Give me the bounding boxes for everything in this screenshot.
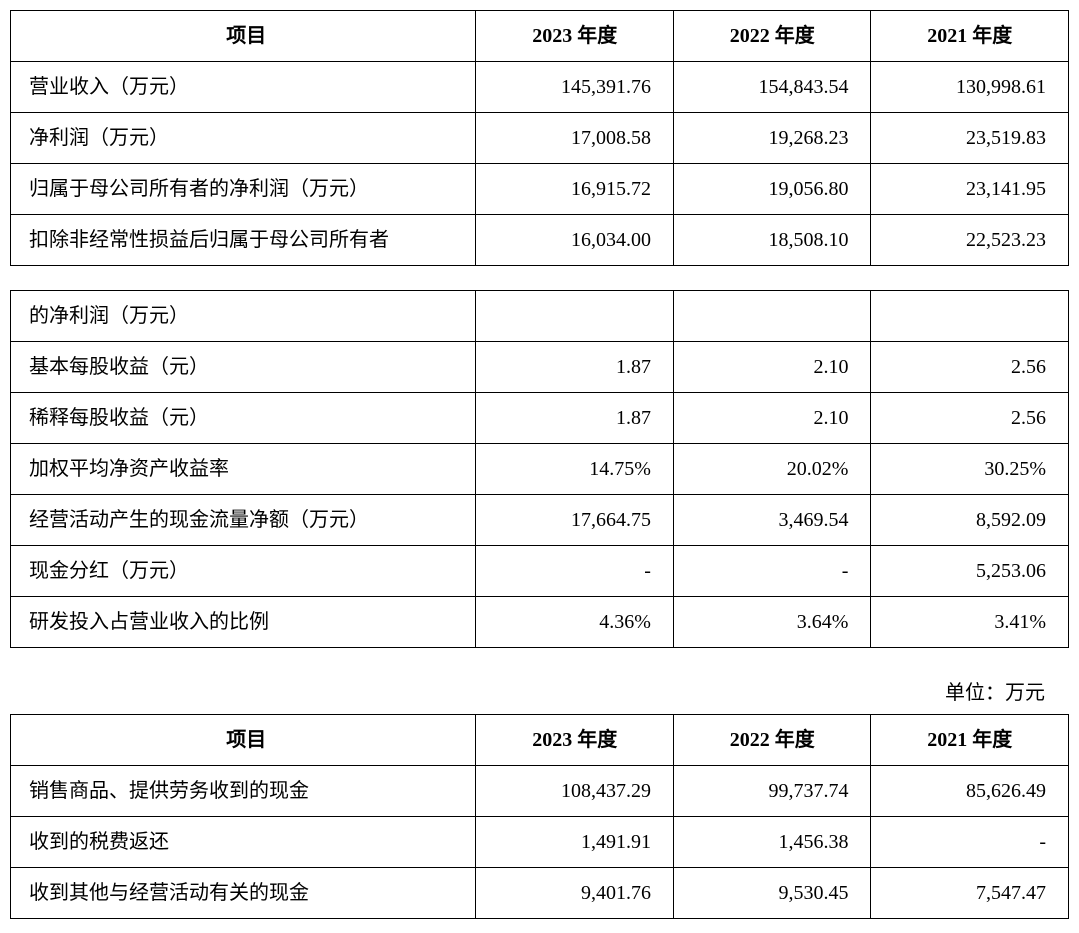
cell-value: 3.41% (871, 597, 1069, 648)
row-label: 基本每股收益（元） (11, 342, 476, 393)
row-label: 收到其他与经营活动有关的现金 (11, 868, 476, 919)
cell-value: - (673, 546, 871, 597)
financial-summary-table-1: 项目 2023 年度 2022 年度 2021 年度 营业收入（万元）145,3… (10, 10, 1069, 266)
table-row: 研发投入占营业收入的比例4.36%3.64%3.41% (11, 597, 1069, 648)
cell-value (871, 291, 1069, 342)
table-row: 加权平均净资产收益率14.75%20.02%30.25% (11, 444, 1069, 495)
cell-value: 23,141.95 (871, 164, 1069, 215)
cell-value: 19,056.80 (673, 164, 871, 215)
col-header-2021: 2021 年度 (871, 715, 1069, 766)
cell-value: 108,437.29 (476, 766, 674, 817)
col-header-2022: 2022 年度 (673, 715, 871, 766)
cell-value: 2.10 (673, 342, 871, 393)
cell-value: 154,843.54 (673, 62, 871, 113)
table-row: 基本每股收益（元）1.872.102.56 (11, 342, 1069, 393)
cell-value: 1,456.38 (673, 817, 871, 868)
row-label: 研发投入占营业收入的比例 (11, 597, 476, 648)
cell-value: 2.56 (871, 393, 1069, 444)
cell-value: 16,915.72 (476, 164, 674, 215)
col-header-label: 项目 (11, 715, 476, 766)
row-label: 归属于母公司所有者的净利润（万元） (11, 164, 476, 215)
col-header-2021: 2021 年度 (871, 11, 1069, 62)
cell-value: 20.02% (673, 444, 871, 495)
cell-value: 23,519.83 (871, 113, 1069, 164)
cell-value: 4.36% (476, 597, 674, 648)
cell-value: 1.87 (476, 342, 674, 393)
table1-body: 营业收入（万元）145,391.76154,843.54130,998.61净利… (11, 62, 1069, 266)
table-row: 现金分红（万元）--5,253.06 (11, 546, 1069, 597)
cell-value: 5,253.06 (871, 546, 1069, 597)
cell-value: 14.75% (476, 444, 674, 495)
table-row: 营业收入（万元）145,391.76154,843.54130,998.61 (11, 62, 1069, 113)
cell-value: 8,592.09 (871, 495, 1069, 546)
table2-body: 的净利润（万元）基本每股收益（元）1.872.102.56稀释每股收益（元）1.… (11, 291, 1069, 648)
table-row: 收到的税费返还1,491.911,456.38- (11, 817, 1069, 868)
row-label: 收到的税费返还 (11, 817, 476, 868)
table-header-row: 项目 2023 年度 2022 年度 2021 年度 (11, 11, 1069, 62)
cash-flow-table: 项目 2023 年度 2022 年度 2021 年度 销售商品、提供劳务收到的现… (10, 714, 1069, 919)
table-row: 归属于母公司所有者的净利润（万元）16,915.7219,056.8023,14… (11, 164, 1069, 215)
row-label: 扣除非经常性损益后归属于母公司所有者 (11, 215, 476, 266)
row-label: 营业收入（万元） (11, 62, 476, 113)
table-row: 收到其他与经营活动有关的现金9,401.769,530.457,547.47 (11, 868, 1069, 919)
cell-value: 130,998.61 (871, 62, 1069, 113)
cell-value: 22,523.23 (871, 215, 1069, 266)
financial-summary-table-2: 的净利润（万元）基本每股收益（元）1.872.102.56稀释每股收益（元）1.… (10, 290, 1069, 648)
row-label: 销售商品、提供劳务收到的现金 (11, 766, 476, 817)
cell-value: 9,401.76 (476, 868, 674, 919)
col-header-2023: 2023 年度 (476, 11, 674, 62)
cell-value (673, 291, 871, 342)
table-row: 经营活动产生的现金流量净额（万元）17,664.753,469.548,592.… (11, 495, 1069, 546)
cell-value: 30.25% (871, 444, 1069, 495)
col-header-2023: 2023 年度 (476, 715, 674, 766)
cell-value: 3.64% (673, 597, 871, 648)
row-label: 净利润（万元） (11, 113, 476, 164)
cell-value: - (476, 546, 674, 597)
cell-value: 99,737.74 (673, 766, 871, 817)
cell-value: 9,530.45 (673, 868, 871, 919)
cell-value: 1.87 (476, 393, 674, 444)
row-label: 的净利润（万元） (11, 291, 476, 342)
row-label: 稀释每股收益（元） (11, 393, 476, 444)
row-label: 加权平均净资产收益率 (11, 444, 476, 495)
col-header-2022: 2022 年度 (673, 11, 871, 62)
unit-label: 单位：万元 (10, 672, 1069, 714)
cell-value: 1,491.91 (476, 817, 674, 868)
cell-value: 19,268.23 (673, 113, 871, 164)
col-header-label: 项目 (11, 11, 476, 62)
table-row: 扣除非经常性损益后归属于母公司所有者16,034.0018,508.1022,5… (11, 215, 1069, 266)
table-row: 的净利润（万元） (11, 291, 1069, 342)
cell-value: 2.10 (673, 393, 871, 444)
cell-value: 85,626.49 (871, 766, 1069, 817)
cell-value: 2.56 (871, 342, 1069, 393)
table-header-row: 项目 2023 年度 2022 年度 2021 年度 (11, 715, 1069, 766)
cell-value: 17,008.58 (476, 113, 674, 164)
row-label: 经营活动产生的现金流量净额（万元） (11, 495, 476, 546)
table-row: 稀释每股收益（元）1.872.102.56 (11, 393, 1069, 444)
table-row: 销售商品、提供劳务收到的现金108,437.2999,737.7485,626.… (11, 766, 1069, 817)
row-label: 现金分红（万元） (11, 546, 476, 597)
cell-value (476, 291, 674, 342)
cell-value: - (871, 817, 1069, 868)
table3-body: 销售商品、提供劳务收到的现金108,437.2999,737.7485,626.… (11, 766, 1069, 919)
table-row: 净利润（万元）17,008.5819,268.2323,519.83 (11, 113, 1069, 164)
cell-value: 17,664.75 (476, 495, 674, 546)
cell-value: 7,547.47 (871, 868, 1069, 919)
cell-value: 16,034.00 (476, 215, 674, 266)
cell-value: 3,469.54 (673, 495, 871, 546)
cell-value: 145,391.76 (476, 62, 674, 113)
cell-value: 18,508.10 (673, 215, 871, 266)
